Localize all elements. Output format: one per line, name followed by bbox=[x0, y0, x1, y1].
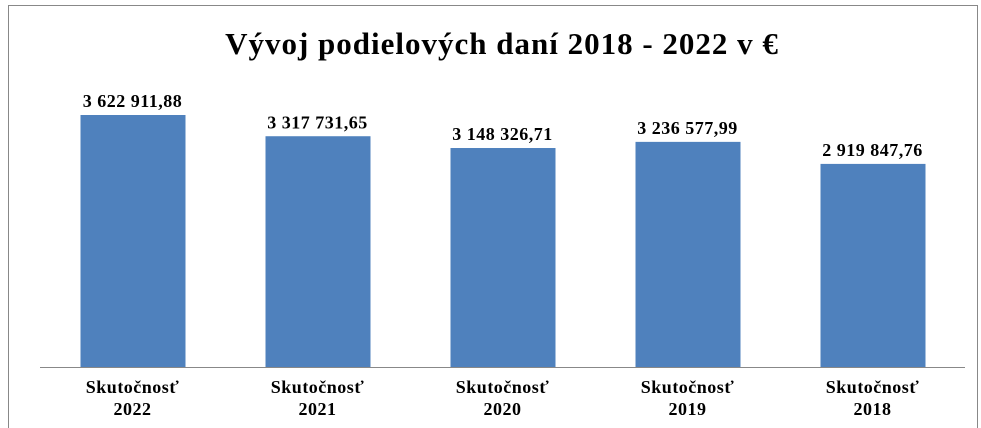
x-tick-label: Skutočnosť 2020 bbox=[455, 377, 550, 419]
value-label: 3 622 911,88 bbox=[83, 91, 183, 111]
bar bbox=[635, 141, 741, 367]
value-label: 3 236 577,99 bbox=[637, 118, 738, 138]
bar bbox=[265, 136, 371, 367]
chart-title: Vývoj podielových daní 2018 - 2022 v € bbox=[225, 26, 779, 61]
x-tick-label: Skutočnosť 2018 bbox=[825, 377, 920, 419]
bar bbox=[450, 148, 556, 367]
x-tick-label: Skutočnosť 2019 bbox=[640, 377, 735, 419]
bar bbox=[80, 115, 186, 367]
x-tick-label: Skutočnosť 2021 bbox=[270, 377, 365, 419]
value-label: 3 148 326,71 bbox=[452, 124, 553, 144]
x-tick-label: Skutočnosť 2022 bbox=[85, 377, 180, 419]
value-label: 2 919 847,76 bbox=[822, 140, 923, 160]
value-label: 3 317 731,65 bbox=[267, 112, 368, 132]
bar bbox=[820, 163, 926, 367]
